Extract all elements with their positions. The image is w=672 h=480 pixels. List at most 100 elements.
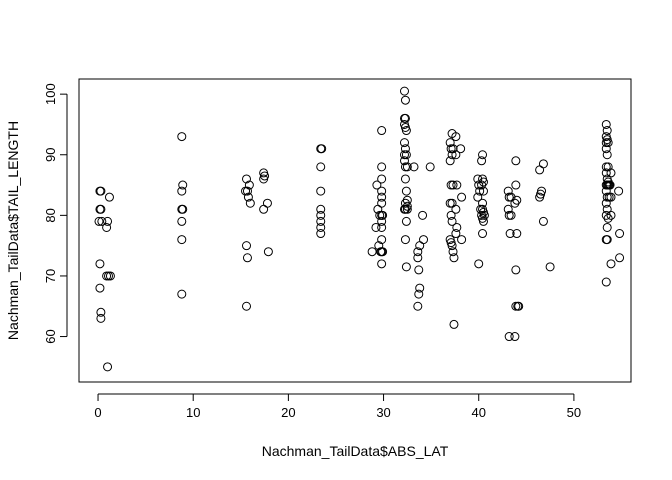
data-point [401,126,411,136]
data-point [96,186,106,196]
data-point [452,222,462,232]
data-point [400,144,410,154]
data-point [446,210,456,220]
data-point [242,186,252,196]
data-point [259,174,269,184]
data-point [418,210,428,220]
data-point [177,186,187,196]
data-point [606,192,616,202]
x-tick-label: 50 [567,405,581,420]
data-point [102,222,112,232]
data-point [506,210,516,220]
data-point [512,195,522,205]
data-point [447,150,457,160]
data-point [448,247,458,257]
data-point [402,162,412,172]
data-point [177,235,187,245]
data-point [449,319,459,329]
data-point [606,168,616,178]
data-point [451,229,461,239]
data-point [537,186,547,196]
data-point [511,180,521,190]
data-point [401,216,411,226]
data-point [400,174,410,184]
data-point [514,301,524,311]
data-point [242,301,251,311]
data-point [316,229,326,239]
data-point [245,198,255,208]
data-point [535,192,545,202]
data-point [177,289,187,299]
data-point [96,313,106,323]
data-point [602,150,612,160]
data-point [505,229,515,239]
data-point [399,156,409,166]
data-point [178,204,188,214]
y-tick-label: 90 [43,148,58,162]
data-point [448,180,458,190]
data-point [402,204,412,214]
data-point [243,192,253,202]
data-point [614,186,624,196]
x-tick-label: 30 [376,405,390,420]
data-point [477,180,487,190]
data-point [377,162,387,172]
data-point [452,180,462,190]
data-point [413,253,423,263]
x-tick-label: 40 [471,405,485,420]
data-point [413,247,423,257]
data-point [601,186,611,196]
plot-frame [78,78,632,383]
data-point [538,216,548,226]
data-point [504,332,514,342]
data-point [478,198,488,208]
data-point [602,126,612,136]
x-axis-title: Nachman_TailData$ABS_LAT [262,443,449,459]
data-point [400,113,410,123]
data-point [409,162,419,172]
data-point [316,186,326,196]
y-tick-label: 80 [43,208,58,222]
data-point [259,204,269,214]
data-point [316,216,326,226]
data-point [105,271,115,281]
y-tick-label: 70 [43,269,58,283]
data-point [510,332,520,342]
data-point [447,216,457,226]
data-point [474,259,484,269]
data-point [601,198,611,208]
y-axis-title: Nachman_TailData$TAIL_LENGTH [5,121,21,340]
data-point [377,216,387,226]
data-point [606,210,616,220]
data-point [372,180,382,190]
data-point [316,162,326,172]
data-point [478,229,488,239]
data-point [477,156,487,166]
data-point [425,162,435,172]
data-point [603,138,613,148]
data-point [445,156,455,166]
x-tick-label: 20 [281,405,295,420]
y-tick-label: 60 [43,329,58,343]
data-point [473,192,483,202]
data-point [242,241,251,251]
data-point [377,259,387,269]
data-point [603,213,613,223]
data-point [602,235,612,245]
data-point [178,180,188,190]
data-point [316,210,326,220]
data-point [95,259,105,269]
data-point [601,119,611,129]
data-point [413,301,423,311]
data-point [401,262,411,272]
data-point [96,307,106,317]
data-point [538,159,548,169]
data-point [451,204,461,214]
data-point [378,247,388,257]
data-point [177,132,187,142]
x-tick-label: 10 [186,405,200,420]
data-point [601,144,611,154]
data-point [415,283,425,293]
